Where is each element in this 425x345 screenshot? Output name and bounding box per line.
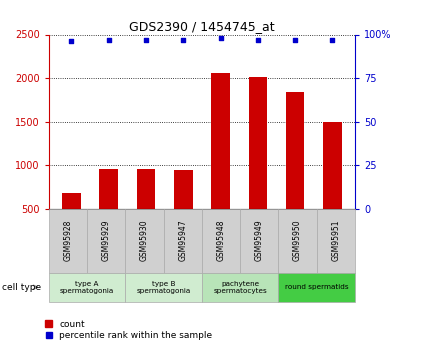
Bar [62,193,81,252]
Text: GSM95929: GSM95929 [102,220,111,262]
Bar [249,77,267,252]
Text: GSM95950: GSM95950 [293,220,302,262]
Text: type A
spermatogonia: type A spermatogonia [60,281,114,294]
Text: GSM95949: GSM95949 [255,220,264,262]
Title: GDS2390 / 1454745_at: GDS2390 / 1454745_at [129,20,275,33]
Bar [174,169,193,252]
Bar [136,169,155,252]
Point [292,37,299,42]
Bar [211,73,230,252]
Point [255,37,261,42]
Text: cell type: cell type [2,283,41,292]
Text: GSM95948: GSM95948 [216,220,226,262]
Text: GSM95930: GSM95930 [140,220,149,262]
Point [180,37,187,42]
Text: GSM95951: GSM95951 [331,220,340,262]
Point [68,39,75,44]
Text: GSM95928: GSM95928 [63,220,73,261]
Text: GSM95947: GSM95947 [178,220,187,262]
Point [142,37,149,42]
Text: pachytene
spermatocytes: pachytene spermatocytes [213,281,267,294]
Point [329,37,336,42]
Bar [99,169,118,252]
Point [217,35,224,41]
Text: round spermatids: round spermatids [285,284,348,290]
Legend: count, percentile rank within the sample: count, percentile rank within the sample [45,320,212,341]
Point [105,37,112,42]
Bar [323,122,342,252]
Text: type B
spermatogonia: type B spermatogonia [136,281,191,294]
Bar [286,92,304,252]
